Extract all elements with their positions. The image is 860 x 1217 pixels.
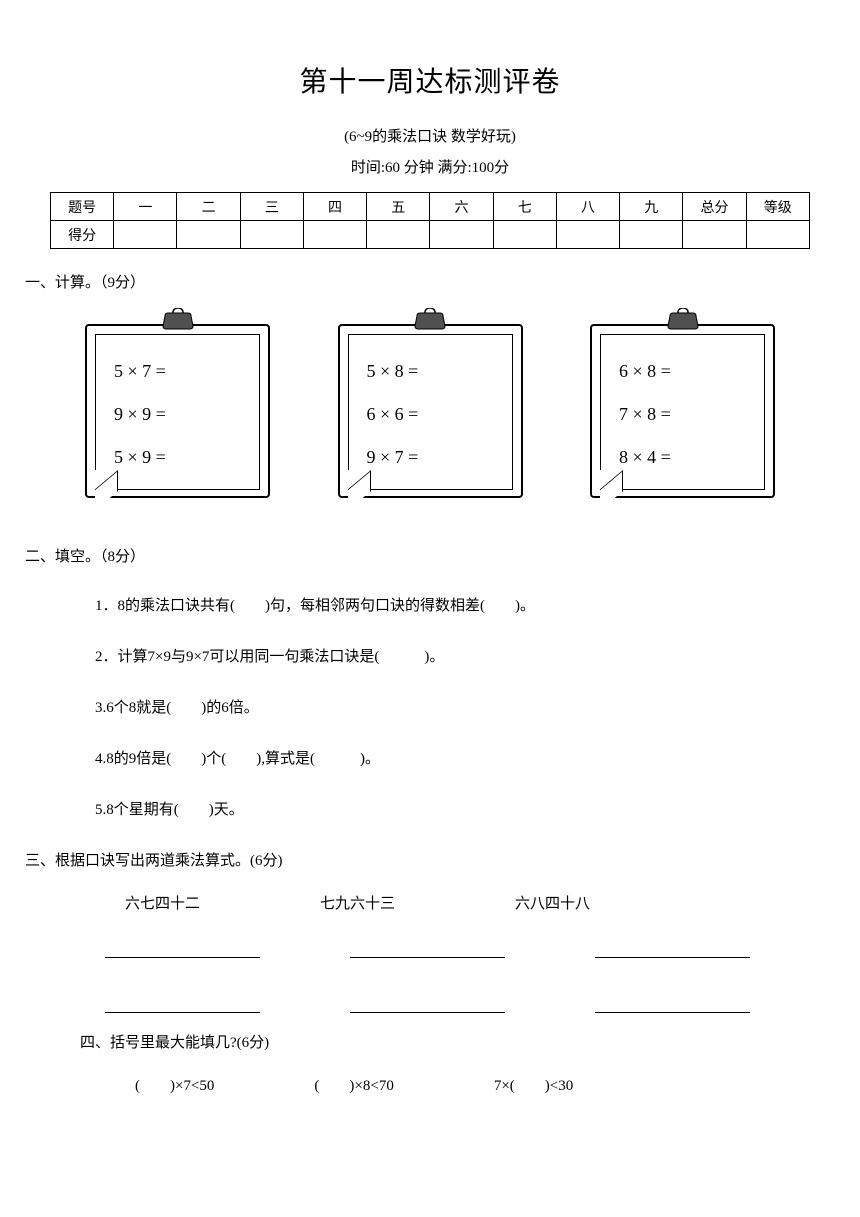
page-fold-icon <box>348 470 370 490</box>
table-row: 得分 <box>51 221 810 249</box>
score-cell <box>177 221 240 249</box>
header-cell: 二 <box>177 193 240 221</box>
page-fold-icon <box>600 470 622 490</box>
section-1-heading: 一、计算。（9分） <box>25 271 810 292</box>
equation: 7 × 8 = <box>619 404 754 425</box>
header-cell: 三 <box>240 193 303 221</box>
question-item: 2．计算7×9与9×7可以用同一句乘法口诀是( )。 <box>95 645 810 666</box>
header-cell: 四 <box>303 193 366 221</box>
score-cell <box>430 221 493 249</box>
clip-icon <box>411 308 449 330</box>
blank-row <box>105 993 810 1013</box>
score-cell <box>303 221 366 249</box>
header-cell: 总分 <box>683 193 746 221</box>
question-item: 3.6个8就是( )的6倍。 <box>95 696 810 717</box>
score-cell <box>620 221 683 249</box>
equation: 8 × 4 = <box>619 447 754 468</box>
header-cell: 八 <box>556 193 619 221</box>
equation: 5 × 8 = <box>367 361 502 382</box>
score-cell <box>367 221 430 249</box>
blank-row <box>105 938 810 958</box>
score-cell <box>240 221 303 249</box>
section-3-heading: 三、根据口诀写出两道乘法算式。(6分) <box>25 849 810 870</box>
equation: 9 × 9 = <box>114 404 249 425</box>
score-cell <box>493 221 556 249</box>
clipboard: 5 × 8 = 6 × 6 = 9 × 7 = <box>338 320 523 500</box>
time-info: 时间:60 分钟 满分:100分 <box>50 156 810 177</box>
answer-blank <box>595 993 750 1013</box>
inequality-item: ( )×8<70 <box>314 1074 393 1095</box>
clip-icon <box>664 308 702 330</box>
section-2-heading: 二、填空。（8分） <box>25 545 810 566</box>
answer-blank <box>350 993 505 1013</box>
phrase: 七九六十三 <box>320 892 395 913</box>
score-table: 题号 一 二 三 四 五 六 七 八 九 总分 等级 得分 <box>50 192 810 249</box>
equation: 5 × 7 = <box>114 361 249 382</box>
answer-blank <box>105 938 260 958</box>
score-cell <box>683 221 746 249</box>
answer-blank <box>350 938 505 958</box>
phrase: 六八四十八 <box>515 892 590 913</box>
page-title: 第十一周达标测评卷 <box>50 60 810 100</box>
clipboard: 6 × 8 = 7 × 8 = 8 × 4 = <box>590 320 775 500</box>
answer-blank <box>105 993 260 1013</box>
inequality-item: 7×( )<30 <box>494 1074 573 1095</box>
table-row: 题号 一 二 三 四 五 六 七 八 九 总分 等级 <box>51 193 810 221</box>
header-cell: 五 <box>367 193 430 221</box>
header-cell: 等级 <box>746 193 809 221</box>
score-cell <box>746 221 809 249</box>
header-cell: 一 <box>114 193 177 221</box>
score-cell <box>114 221 177 249</box>
equation: 6 × 6 = <box>367 404 502 425</box>
clipboard-row: 5 × 7 = 9 × 9 = 5 × 9 = 5 × 8 = 6 × 6 = … <box>50 320 810 500</box>
header-cell: 七 <box>493 193 556 221</box>
page-fold-icon <box>95 470 117 490</box>
phrase: 六七四十二 <box>125 892 200 913</box>
header-cell: 题号 <box>51 193 114 221</box>
score-cell <box>556 221 619 249</box>
answer-blank <box>595 938 750 958</box>
clipboard: 5 × 7 = 9 × 9 = 5 × 9 = <box>85 320 270 500</box>
question-item: 5.8个星期有( )天。 <box>95 798 810 819</box>
header-cell: 六 <box>430 193 493 221</box>
equation: 5 × 9 = <box>114 447 249 468</box>
inequality-row: ( )×7<50 ( )×8<70 7×( )<30 <box>135 1074 810 1095</box>
equation: 6 × 8 = <box>619 361 754 382</box>
section-4-heading: 四、括号里最大能填几?(6分) <box>80 1031 810 1052</box>
inequality-item: ( )×7<50 <box>135 1074 214 1095</box>
subtitle: (6~9的乘法口诀 数学好玩) <box>50 125 810 146</box>
equation: 9 × 7 = <box>367 447 502 468</box>
score-label-cell: 得分 <box>51 221 114 249</box>
question-item: 4.8的9倍是( )个( ),算式是( )。 <box>95 747 810 768</box>
question-item: 1．8的乘法口诀共有( )句，每相邻两句口诀的得数相差( )。 <box>95 594 810 615</box>
clip-icon <box>159 308 197 330</box>
header-cell: 九 <box>620 193 683 221</box>
phrase-row: 六七四十二 七九六十三 六八四十八 <box>125 892 810 913</box>
